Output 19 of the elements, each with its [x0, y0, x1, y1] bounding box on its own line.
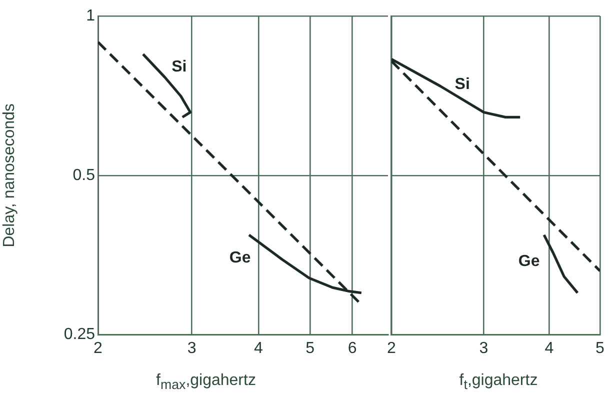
annotation: Ge: [518, 252, 540, 270]
x-tick-label: 4: [254, 340, 263, 357]
x-tick-label: 5: [306, 340, 315, 357]
annotation: Si: [172, 58, 187, 76]
y-tick-label: 0.25: [64, 326, 96, 344]
x-axis-title: f$_{max}$,gigahertz: [155, 372, 257, 392]
x-tick-label: 5: [596, 340, 605, 357]
x-axis-title: f$_{t}$,gigahertz: [458, 372, 539, 392]
x-tick-label: 3: [187, 340, 196, 357]
x-tick-label: 2: [94, 340, 103, 357]
x-tick-label: 2: [386, 340, 396, 357]
annotation: Ge: [229, 250, 251, 267]
x-tick-label: 3: [479, 340, 488, 357]
y-tick-label: 0.5: [72, 166, 96, 184]
y-tick-label: 1: [86, 7, 96, 24]
x-tick-label: 6: [348, 340, 357, 357]
x-tick-label: 4: [544, 340, 554, 357]
y-axis-title: Delay, nanoseconds: [1, 104, 18, 248]
annotation: Si: [454, 76, 470, 93]
